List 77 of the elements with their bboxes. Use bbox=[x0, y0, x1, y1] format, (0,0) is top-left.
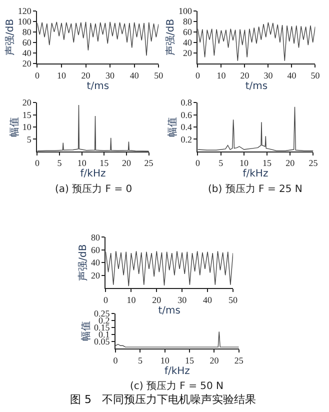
x-tick-label: 20 bbox=[81, 70, 91, 80]
y-tick-label: 80 bbox=[22, 27, 32, 38]
x-axis-title: t/ms bbox=[158, 305, 180, 316]
x-tick-label: 10 bbox=[160, 355, 170, 366]
y-axis-title: 幅值 bbox=[80, 320, 92, 341]
x-tick-label: 25 bbox=[308, 158, 318, 168]
x-tick-label: 40 bbox=[287, 70, 297, 80]
y-tick-label: 0.6 bbox=[180, 110, 192, 120]
y-tick-label: 60 bbox=[22, 38, 32, 48]
x-tick-label: 30 bbox=[178, 294, 188, 305]
y-axis-title: 幅值 bbox=[8, 116, 20, 137]
x-tick-label: 50 bbox=[228, 294, 238, 305]
x-tick-label: 20 bbox=[122, 158, 132, 168]
line-series bbox=[198, 22, 316, 62]
y-tick-label: 60 bbox=[90, 245, 100, 256]
x-tick-label: 5 bbox=[57, 158, 62, 168]
x-tick-label: 25 bbox=[234, 355, 244, 366]
x-tick-label: 20 bbox=[286, 158, 296, 168]
y-tick-label: 15 bbox=[22, 110, 32, 120]
x-axis-title: f/kHz bbox=[80, 168, 106, 180]
y-axis-title: 声强/dB bbox=[4, 18, 16, 56]
x-axis-title: t/ms bbox=[86, 80, 110, 92]
y-tick-label: 100 bbox=[178, 6, 192, 16]
y-tick-label: 20 bbox=[22, 58, 32, 69]
x-tick-label: 0 bbox=[195, 158, 200, 168]
y-tick-label: 5 bbox=[26, 134, 32, 144]
x-tick-label: 10 bbox=[57, 70, 67, 80]
x-tick-label: 10 bbox=[126, 294, 136, 305]
x-tick-label: 20 bbox=[152, 294, 162, 305]
x-tick-label: 5 bbox=[218, 158, 224, 168]
y-tick-label: 0.8 bbox=[180, 98, 192, 108]
x-axis-title: f/kHz bbox=[242, 168, 268, 180]
y-tick-label: 10 bbox=[22, 122, 32, 132]
y-tick-label: 120 bbox=[18, 6, 32, 16]
y-tick-label: 0.4 bbox=[180, 122, 192, 132]
x-tick-label: 50 bbox=[154, 70, 164, 80]
x-tick-label: 10 bbox=[77, 158, 87, 168]
x-tick-label: 0 bbox=[34, 70, 40, 80]
y-tick-label: 60 bbox=[182, 27, 192, 38]
y-tick-label: 0.2 bbox=[180, 134, 192, 144]
y-tick-label: 20 bbox=[90, 270, 100, 280]
x-axis-title: f/kHz bbox=[164, 366, 190, 377]
y-tick-label: 0.25 bbox=[94, 308, 110, 318]
x-tick-label: 30 bbox=[106, 70, 116, 80]
x-tick-label: 20 bbox=[210, 355, 220, 366]
line-series bbox=[106, 250, 233, 286]
y-tick-label: 100 bbox=[18, 16, 32, 27]
x-tick-label: 5 bbox=[138, 355, 143, 366]
x-tick-label: 20 bbox=[240, 70, 250, 80]
x-tick-label: 25 bbox=[144, 158, 154, 168]
y-axis-title: 幅值 bbox=[166, 116, 179, 137]
caption: 图 5 不同预压力下电机噪声实验结果 bbox=[70, 393, 256, 406]
y-tick-label: 40 bbox=[90, 258, 100, 268]
line-series bbox=[37, 22, 159, 56]
x-tick-label: 0 bbox=[195, 70, 200, 80]
x-tick-label: 40 bbox=[130, 70, 140, 80]
x-tick-label: 10 bbox=[239, 158, 249, 168]
x-axis-title: t/ms bbox=[245, 80, 268, 92]
y-tick-label: 20 bbox=[22, 98, 32, 108]
x-tick-label: 50 bbox=[310, 70, 320, 80]
y-tick-label: 40 bbox=[22, 48, 32, 58]
x-tick-label: 30 bbox=[264, 70, 274, 80]
text: (c) 预压力 F = 50 N bbox=[130, 380, 224, 392]
x-tick-label: 0 bbox=[34, 158, 40, 168]
y-axis-title: 声强/dB bbox=[164, 18, 176, 56]
y-axis-title: 声强/dB bbox=[76, 244, 89, 281]
y-tick-label: 20 bbox=[182, 48, 192, 58]
x-tick-label: 10 bbox=[216, 70, 226, 80]
x-tick-label: 40 bbox=[203, 294, 213, 305]
y-tick-label: 80 bbox=[90, 232, 100, 242]
text: (b) 预压力 F = 25 N bbox=[208, 183, 302, 195]
x-tick-label: 0 bbox=[113, 355, 118, 366]
text: (a) 预压力 F = 0 bbox=[55, 183, 132, 195]
y-tick-label: 80 bbox=[182, 16, 192, 27]
y-tick-label: 40 bbox=[182, 38, 192, 48]
x-tick-label: 15 bbox=[262, 158, 272, 168]
x-tick-label: 0 bbox=[103, 294, 108, 305]
